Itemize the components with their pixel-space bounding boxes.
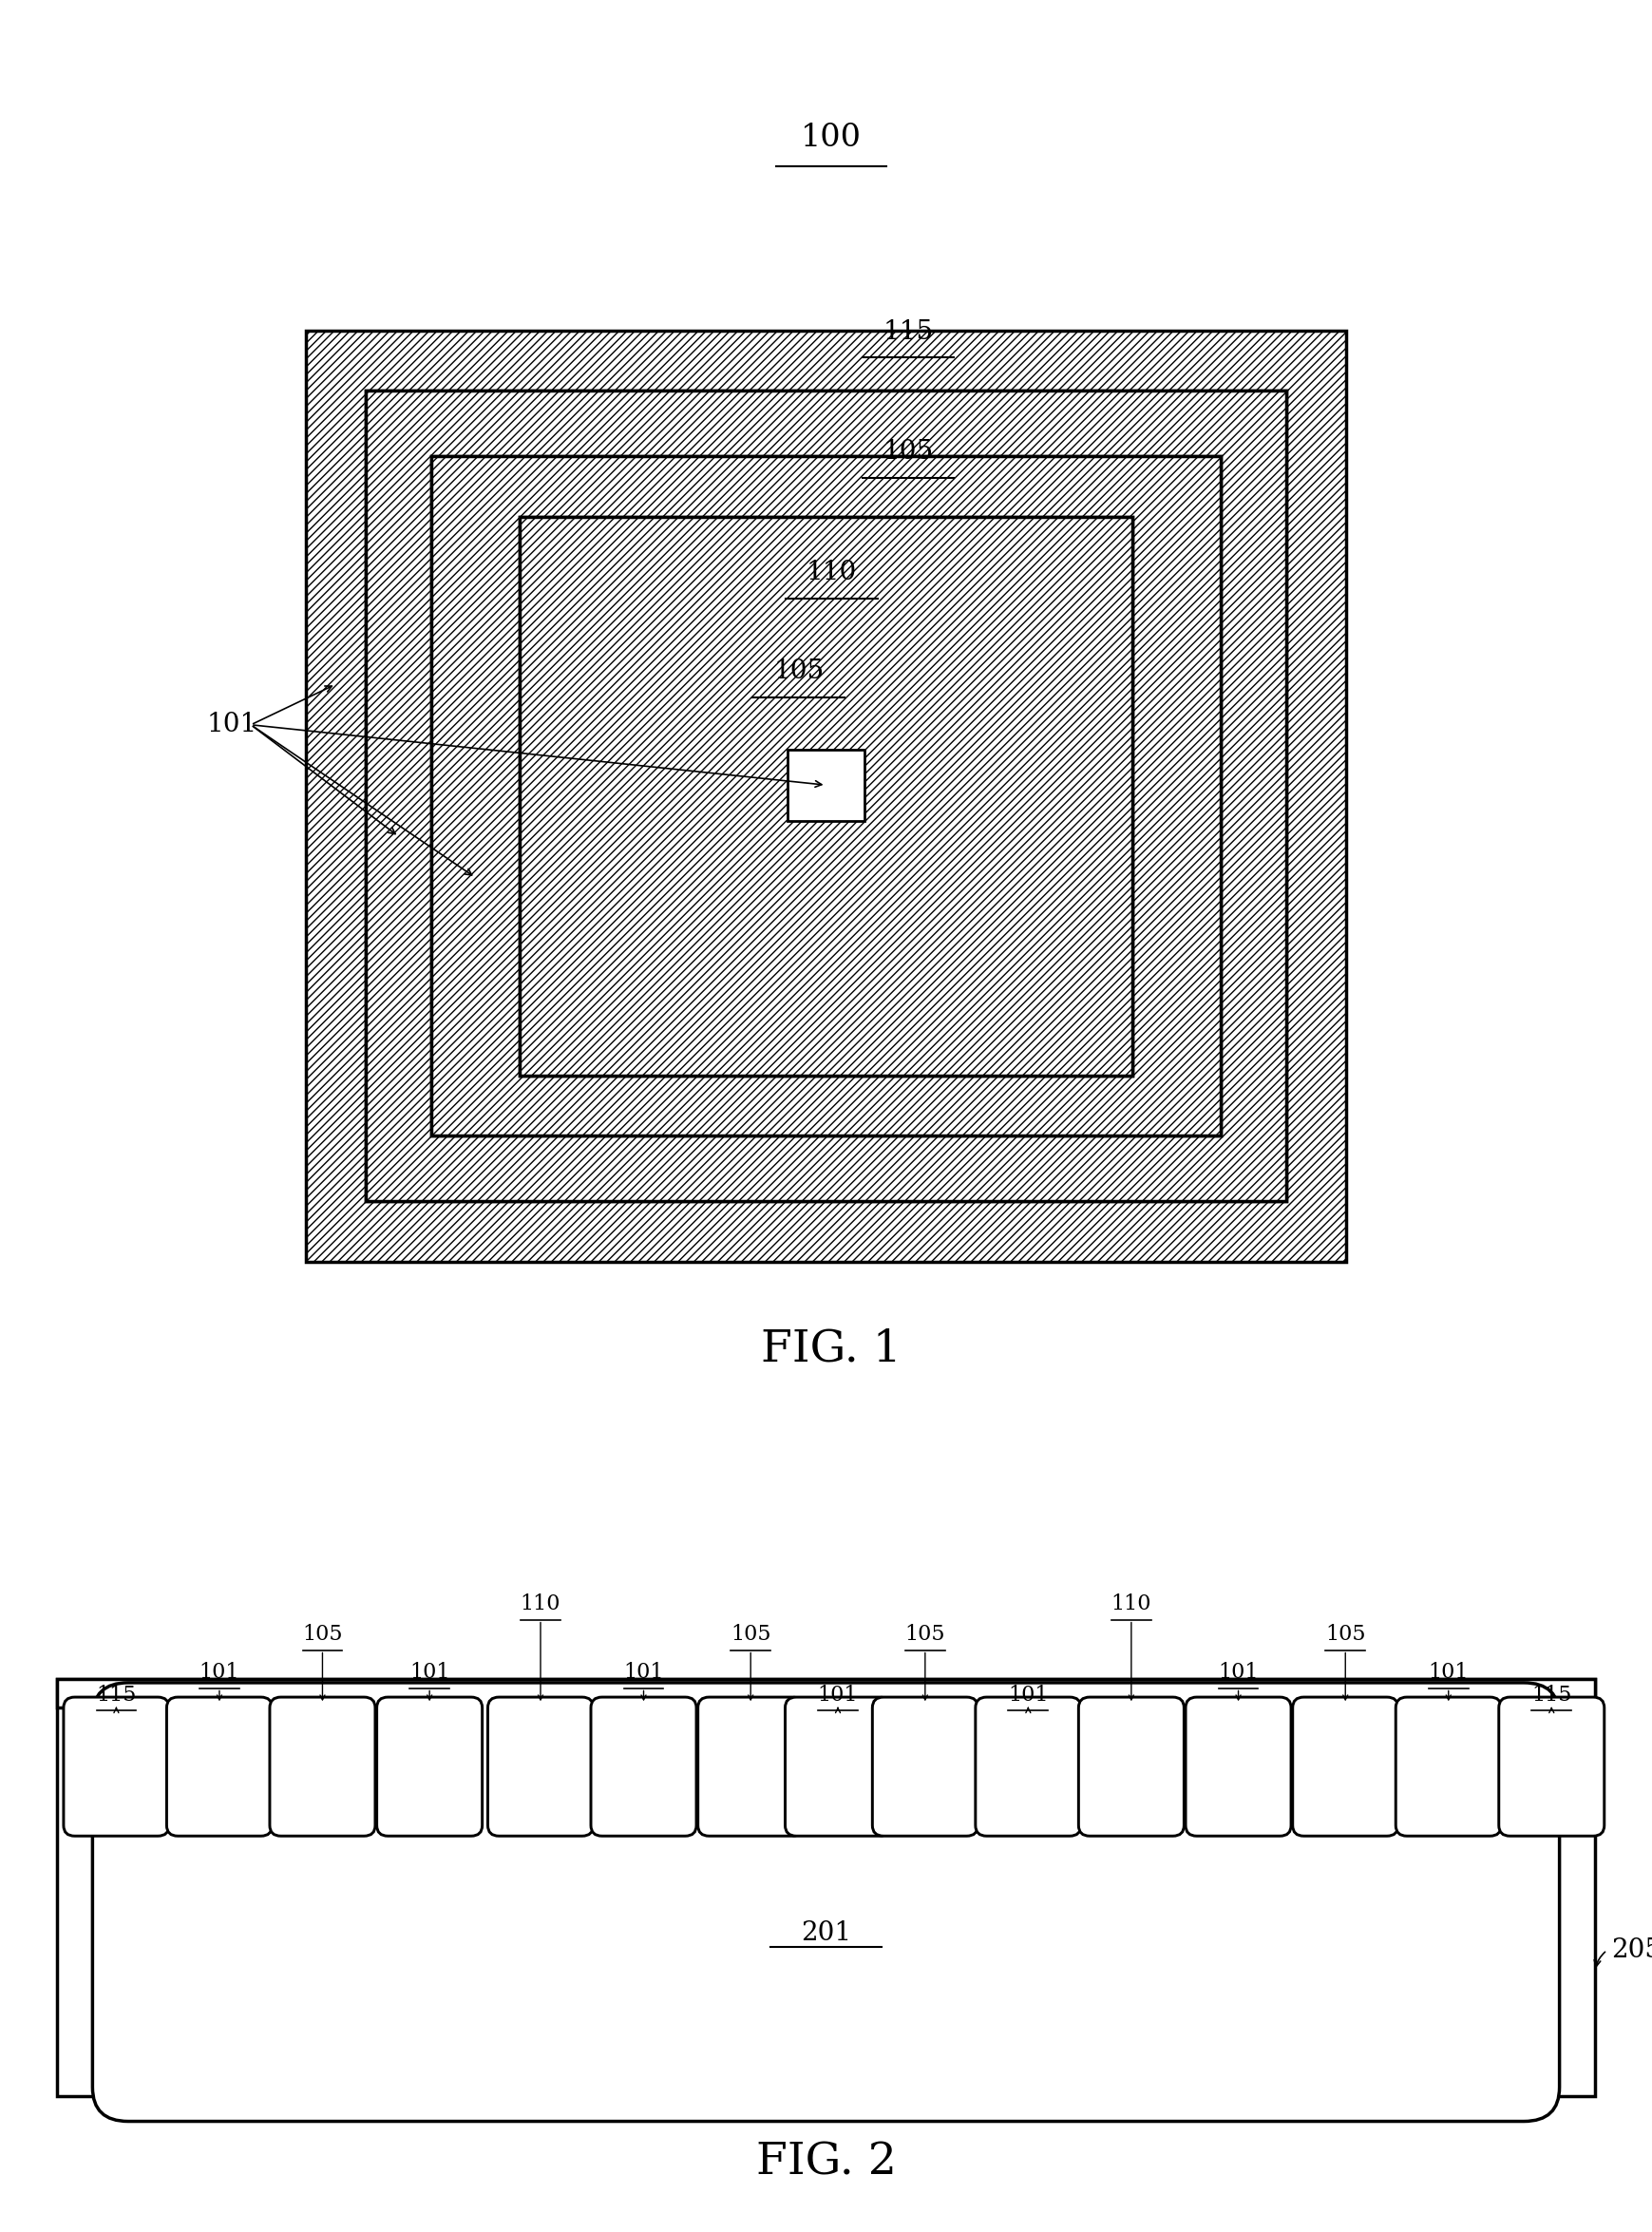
Text: 101: 101 bbox=[1429, 1663, 1469, 1683]
Text: 101: 101 bbox=[1218, 1663, 1259, 1683]
Text: 101: 101 bbox=[623, 1663, 664, 1683]
Text: 105: 105 bbox=[882, 440, 933, 464]
Text: 105: 105 bbox=[905, 1625, 945, 1645]
FancyBboxPatch shape bbox=[487, 1696, 593, 1837]
Text: 115: 115 bbox=[96, 1685, 137, 1705]
FancyBboxPatch shape bbox=[1396, 1696, 1502, 1837]
Text: 101: 101 bbox=[818, 1685, 857, 1705]
FancyBboxPatch shape bbox=[872, 1696, 978, 1837]
Text: 101: 101 bbox=[410, 1663, 449, 1683]
FancyBboxPatch shape bbox=[591, 1696, 697, 1837]
Text: FIG. 1: FIG. 1 bbox=[762, 1328, 902, 1370]
FancyBboxPatch shape bbox=[63, 1696, 169, 1837]
Bar bbox=[519, 516, 1133, 1076]
FancyBboxPatch shape bbox=[785, 1696, 890, 1837]
Text: 105: 105 bbox=[302, 1625, 342, 1645]
FancyBboxPatch shape bbox=[93, 1683, 1559, 2120]
FancyBboxPatch shape bbox=[167, 1696, 273, 1837]
FancyBboxPatch shape bbox=[975, 1696, 1080, 1837]
Text: 105: 105 bbox=[773, 658, 824, 685]
Text: 105: 105 bbox=[1325, 1625, 1366, 1645]
FancyBboxPatch shape bbox=[697, 1696, 803, 1837]
Text: 105: 105 bbox=[730, 1625, 771, 1645]
FancyBboxPatch shape bbox=[1186, 1696, 1292, 1837]
Text: 101: 101 bbox=[1008, 1685, 1049, 1705]
FancyBboxPatch shape bbox=[377, 1696, 482, 1837]
Text: FIG. 2: FIG. 2 bbox=[755, 2140, 897, 2183]
Text: 100: 100 bbox=[801, 123, 862, 152]
Text: 115: 115 bbox=[882, 319, 933, 344]
Text: 205: 205 bbox=[1611, 1937, 1652, 1962]
Text: 115: 115 bbox=[1531, 1685, 1571, 1705]
Bar bbox=[306, 330, 1346, 1261]
Bar bbox=[519, 516, 1133, 1076]
Text: 110: 110 bbox=[806, 560, 857, 585]
Bar bbox=[365, 391, 1287, 1201]
Text: 201: 201 bbox=[801, 1920, 851, 1946]
Text: 101: 101 bbox=[200, 1663, 240, 1683]
FancyBboxPatch shape bbox=[1498, 1696, 1604, 1837]
FancyBboxPatch shape bbox=[1292, 1696, 1398, 1837]
Bar bbox=[431, 455, 1221, 1136]
Text: 110: 110 bbox=[1112, 1594, 1151, 1614]
Bar bbox=[365, 391, 1287, 1201]
Bar bbox=[56, 1678, 1596, 2096]
Bar bbox=[431, 455, 1221, 1136]
Text: 101: 101 bbox=[206, 712, 258, 737]
FancyBboxPatch shape bbox=[1079, 1696, 1184, 1837]
Text: 110: 110 bbox=[520, 1594, 560, 1614]
FancyBboxPatch shape bbox=[269, 1696, 375, 1837]
Bar bbox=[56, 1678, 1596, 1707]
Bar bbox=[788, 750, 864, 821]
